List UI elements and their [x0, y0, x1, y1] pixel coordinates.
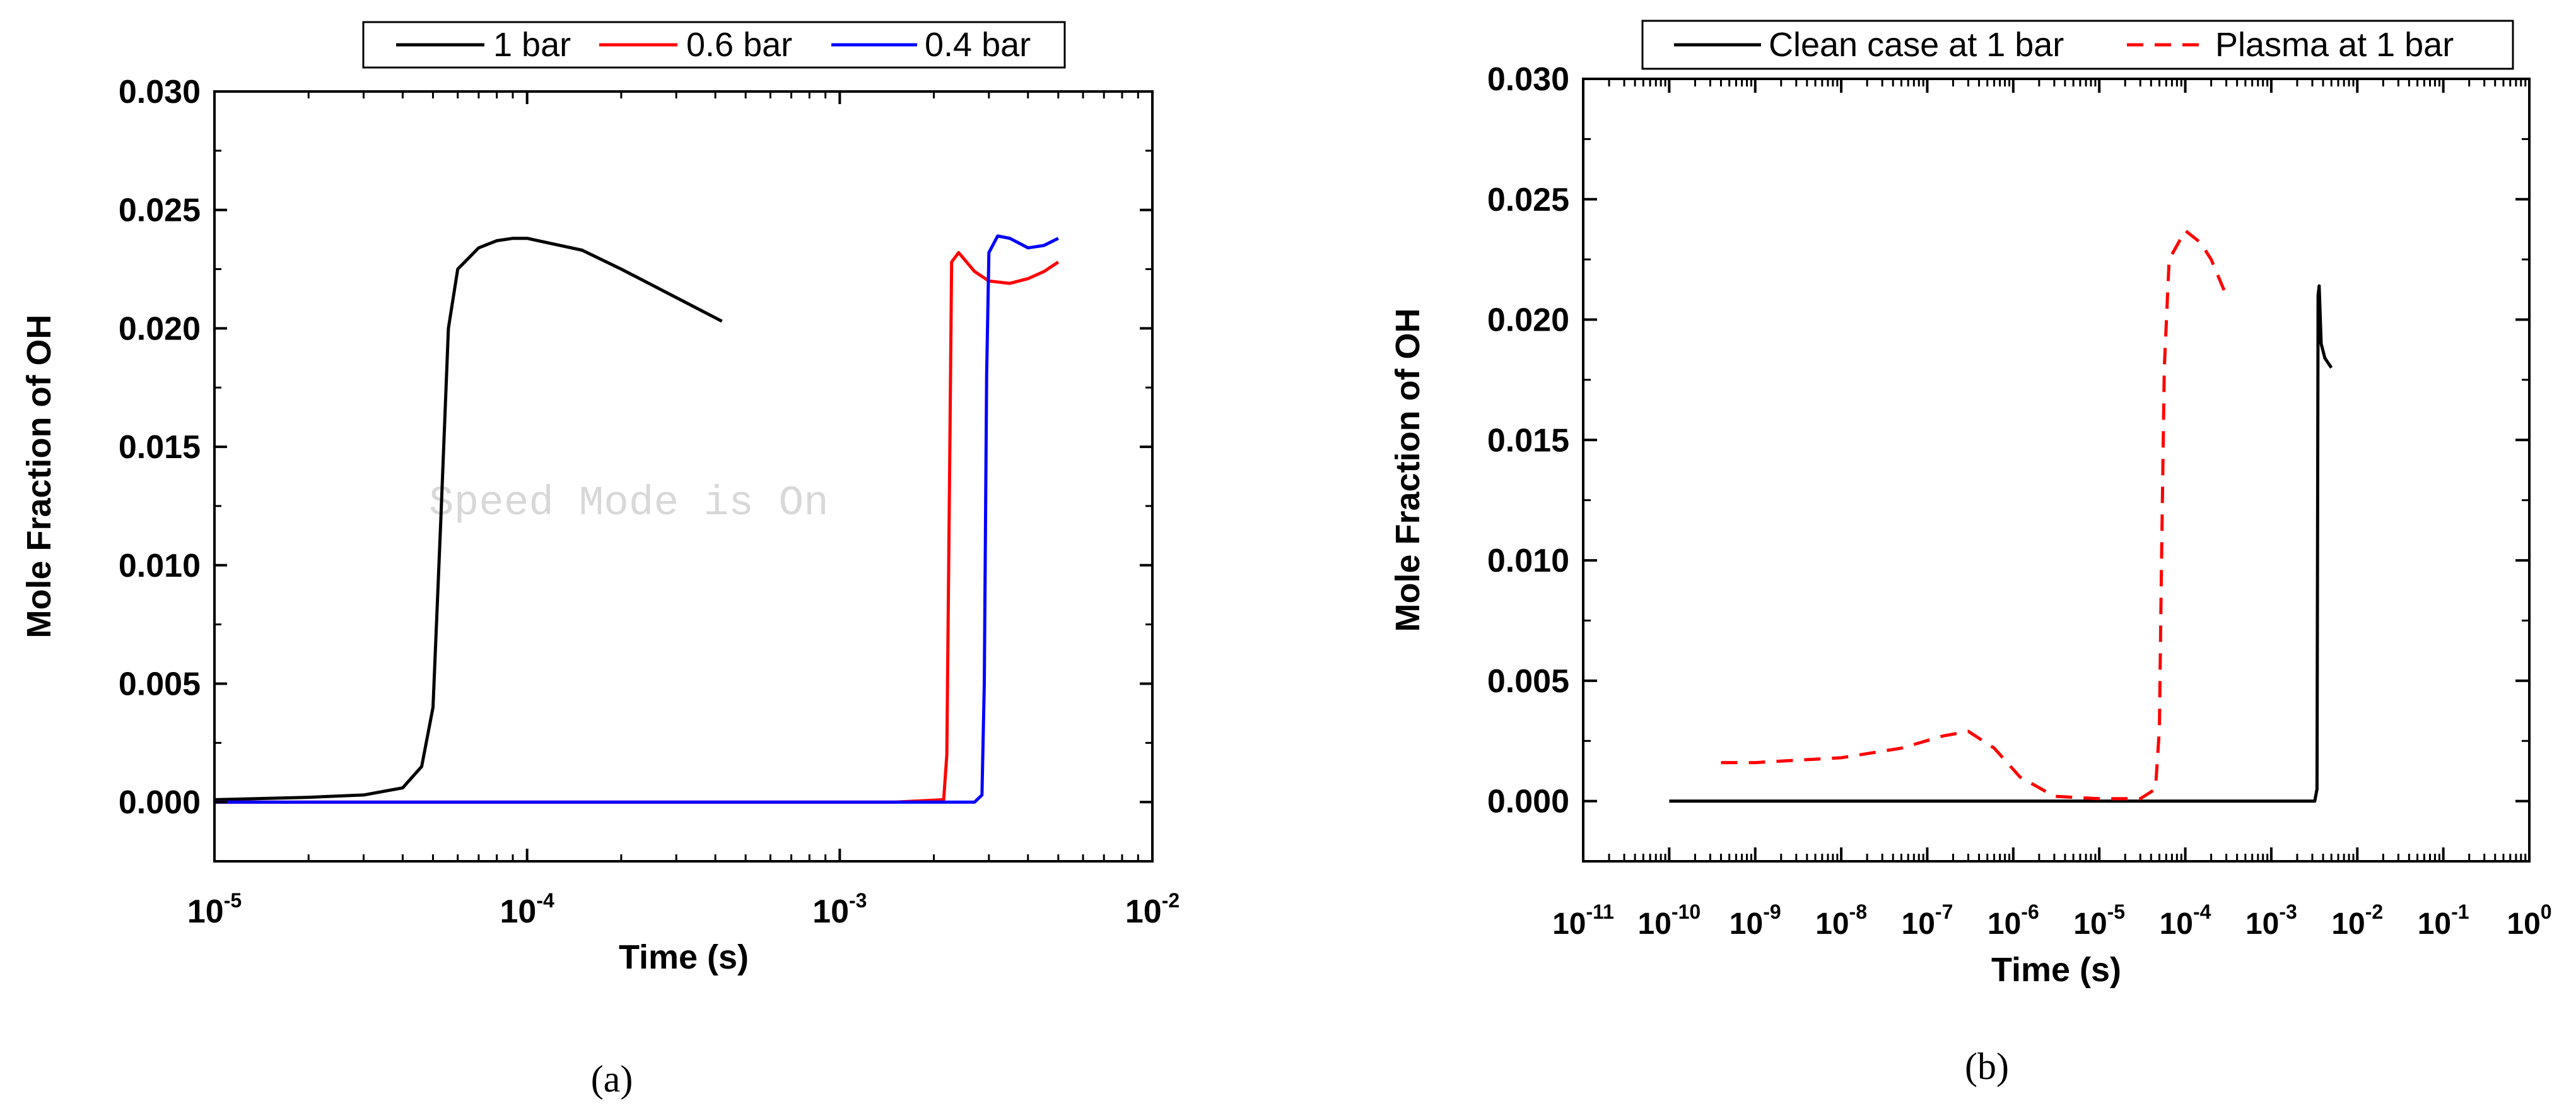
- x-axis-label-a: Time (s): [619, 938, 749, 976]
- series-line-a-1: [214, 251, 1060, 804]
- legend-label-plasma: Plasma at 1 bar: [2215, 26, 2454, 64]
- x-tick-label-b: 10-2: [2331, 900, 2383, 941]
- legend-label-clean: Clean case at 1 bar: [1769, 26, 2064, 64]
- y-tick-label-a: 0.005: [119, 666, 201, 702]
- y-tick-label-b: 0.020: [1487, 302, 1569, 339]
- y-tick-label-b: 0.030: [1487, 61, 1569, 98]
- legend-label-1bar: 1 bar: [493, 26, 571, 64]
- x-tick-label-b: 10-7: [1902, 900, 1953, 941]
- y-tick-label-a: 0.025: [119, 192, 201, 229]
- series-line-b-0: [1669, 284, 2333, 803]
- x-tick-label-b: 10-8: [1815, 900, 1867, 941]
- y-tick-label-a: 0.015: [119, 429, 201, 466]
- legend-label-04bar: 0.4 bar: [925, 26, 1031, 64]
- panel-label-a: (a): [591, 1058, 633, 1100]
- x-tick-label-b: 10-6: [1988, 900, 2039, 941]
- legend-label-06bar: 0.6 bar: [686, 26, 792, 64]
- y-tick-label-b: 0.000: [1487, 784, 1569, 820]
- x-tick-label-b: 100: [2507, 900, 2551, 941]
- watermark-a: Speed Mode is On: [429, 480, 829, 527]
- x-tick-label-a: 10-2: [1125, 889, 1180, 930]
- y-tick-label-a: 0.020: [119, 310, 201, 347]
- series-line-b-1: [1721, 228, 2228, 801]
- series-line-a-0: [214, 237, 723, 801]
- x-tick-label-b: 10-3: [2245, 900, 2297, 941]
- chart-a: Speed Mode is On 0.030 0.025 0.020 0.015 0.0…: [20, 21, 1180, 1100]
- legend-b: Clean case at 1 bar Plasma at 1 bar: [1641, 20, 2514, 70]
- x-tick-label-b: 10-9: [1730, 900, 1781, 941]
- x-tick-label-b: 10-1: [2418, 900, 2469, 941]
- x-tick-label-b: 10-5: [2073, 900, 2125, 941]
- y-tick-label-b: 0.025: [1487, 182, 1569, 218]
- y-tick-label-b: 0.015: [1487, 422, 1569, 459]
- y-tick-label-a: 0.000: [119, 784, 201, 821]
- x-tick-label-b: 10-10: [1638, 900, 1701, 941]
- legend-box-b: [1641, 20, 2514, 70]
- x-tick-label-a: 10-5: [187, 889, 242, 930]
- y-tick-label-a: 0.010: [119, 548, 201, 584]
- legend-a: 1 bar 0.6 bar 0.4 bar: [362, 21, 1066, 69]
- x-tick-label-b: 10-4: [2160, 900, 2211, 941]
- series-line-a-2: [214, 234, 1059, 804]
- x-tick-label-a: 10-4: [500, 889, 555, 930]
- x-tick-label-b: 10-11: [1552, 900, 1614, 941]
- plot-frame-b: [1582, 78, 2531, 863]
- chart-b: 0.0300.0250.0200.0150.0100.0050.00010-11…: [1389, 20, 2552, 1087]
- y-axis-label-a: Mole Fraction of OH: [20, 315, 58, 639]
- panel-label-b: (b): [1965, 1046, 2009, 1087]
- y-tick-label-b: 0.010: [1487, 543, 1569, 579]
- y-axis-label-b: Mole Fraction of OH: [1389, 309, 1427, 632]
- y-tick-label-b: 0.005: [1487, 663, 1569, 700]
- x-axis-label-b: Time (s): [1991, 951, 2121, 989]
- plot-frame-a: [213, 90, 1154, 863]
- y-tick-label-a: 0.030: [119, 74, 201, 110]
- x-tick-label-a: 10-3: [812, 889, 867, 930]
